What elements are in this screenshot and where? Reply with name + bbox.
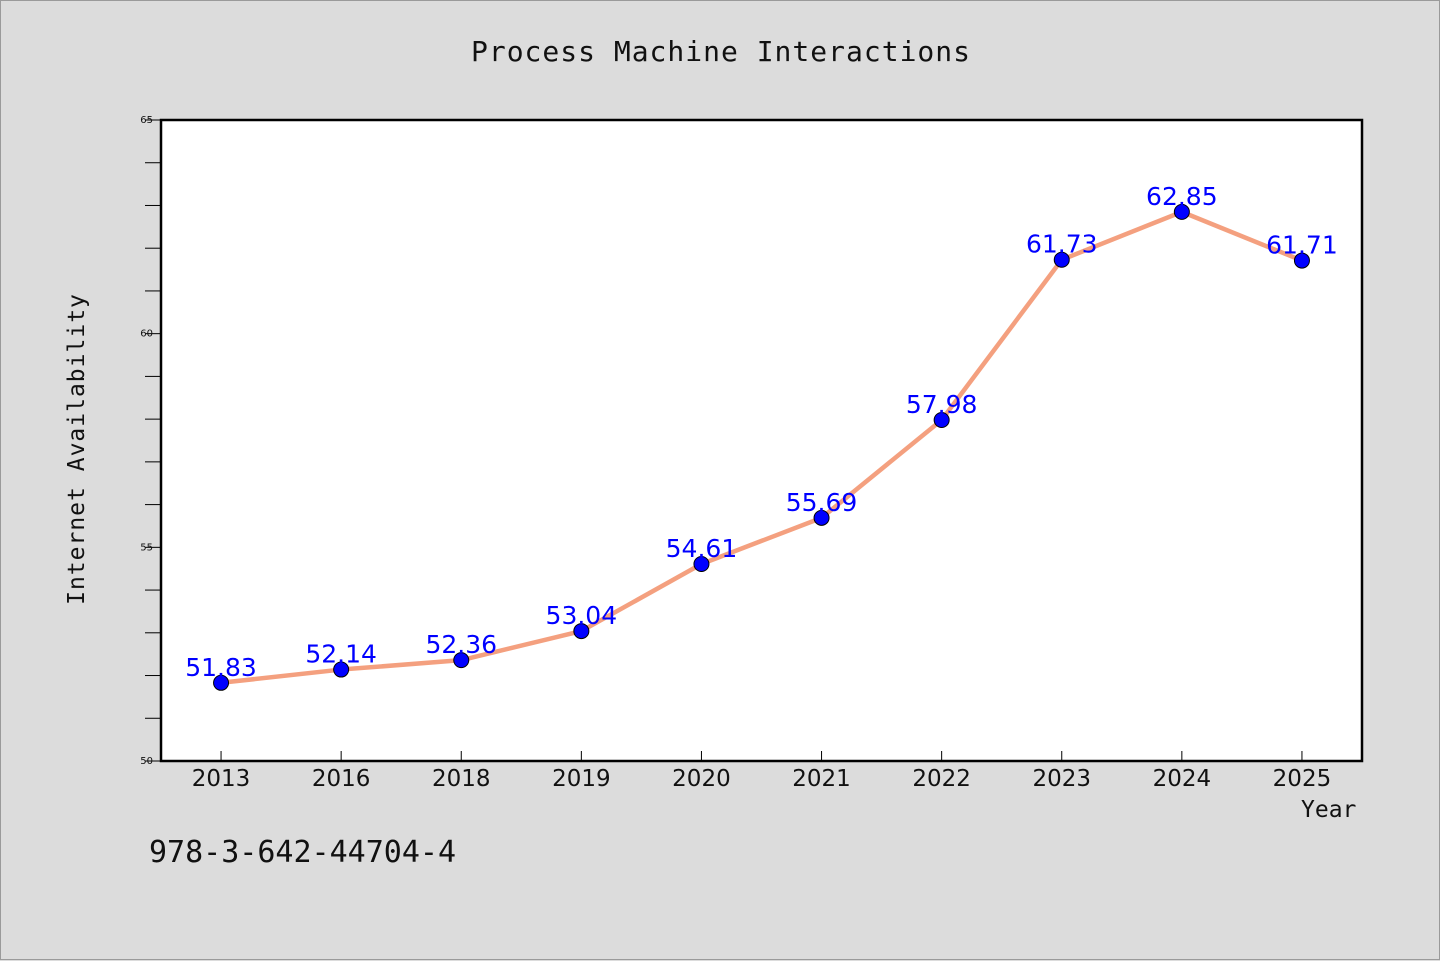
data-point xyxy=(453,652,470,669)
data-point xyxy=(1053,251,1070,268)
data-point xyxy=(333,661,350,678)
x-tick-label: 2021 xyxy=(792,766,851,792)
data-label: 61.73 xyxy=(1026,230,1098,259)
y-tick-label: 60 xyxy=(140,329,153,340)
x-tick-label: 2018 xyxy=(432,766,491,792)
y-tick-label: 65 xyxy=(140,115,153,126)
plot-area xyxy=(159,118,1364,763)
x-tick-label: 2013 xyxy=(192,766,251,792)
data-point xyxy=(933,411,950,428)
x-tick-label: 2025 xyxy=(1273,766,1332,792)
data-label: 62.85 xyxy=(1146,182,1218,211)
data-label: 61.71 xyxy=(1266,231,1338,260)
x-tick-label: 2019 xyxy=(552,766,611,792)
data-label: 53.04 xyxy=(546,601,618,630)
data-point xyxy=(693,555,710,572)
data-point xyxy=(1293,252,1310,269)
y-tick-label: 50 xyxy=(140,756,153,767)
x-tick-label: 2022 xyxy=(912,766,971,792)
data-label: 55.69 xyxy=(786,488,858,517)
x-tick-label: 2023 xyxy=(1032,766,1091,792)
x-tick-label: 2016 xyxy=(312,766,371,792)
data-label: 52.14 xyxy=(305,640,377,669)
data-label: 57.98 xyxy=(906,390,978,419)
series-line xyxy=(218,209,1305,686)
isbn-text: 978-3-642-44704-4 xyxy=(149,835,457,870)
chart-title: Process Machine Interactions xyxy=(470,35,971,68)
data-label: 51.83 xyxy=(185,653,257,682)
data-point xyxy=(813,509,830,526)
data-point xyxy=(573,623,590,640)
x-tick-label: 2024 xyxy=(1153,766,1212,792)
data-label: 54.61 xyxy=(666,534,738,563)
x-axis-label: Year xyxy=(1301,797,1357,823)
data-label: 52.36 xyxy=(425,630,497,659)
data-point xyxy=(1173,203,1190,220)
y-tick-label: 55 xyxy=(140,542,153,553)
x-tick-label: 2020 xyxy=(672,766,731,792)
data-point xyxy=(213,674,230,691)
